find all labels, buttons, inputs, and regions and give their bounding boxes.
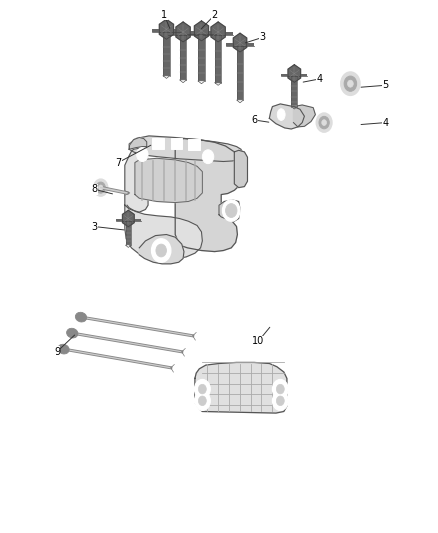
Ellipse shape [277,109,285,120]
Circle shape [202,150,214,164]
Circle shape [319,116,329,129]
Circle shape [276,384,284,394]
Polygon shape [219,200,240,221]
Polygon shape [195,362,287,413]
Polygon shape [211,22,225,42]
Circle shape [344,76,357,91]
Circle shape [272,379,288,399]
Polygon shape [135,158,202,203]
Circle shape [198,384,206,394]
Text: 6: 6 [251,115,257,125]
Circle shape [198,396,206,406]
Polygon shape [215,35,222,83]
Text: 1: 1 [161,10,167,20]
Polygon shape [176,22,190,42]
Polygon shape [125,148,148,212]
Bar [168,32,198,35]
Text: 7: 7 [115,158,121,167]
Circle shape [347,80,353,87]
Circle shape [96,182,105,193]
Polygon shape [233,33,247,52]
Text: 4: 4 [317,74,323,84]
Circle shape [322,120,326,125]
Polygon shape [126,221,131,245]
Circle shape [316,113,332,132]
Bar [187,31,216,34]
Circle shape [156,244,166,257]
Polygon shape [237,46,243,100]
Polygon shape [139,235,184,264]
Ellipse shape [67,328,78,338]
Polygon shape [163,33,170,76]
Text: 8: 8 [91,184,97,194]
Circle shape [341,72,360,95]
Polygon shape [159,19,173,39]
Text: 4: 4 [382,118,389,127]
Polygon shape [288,65,300,82]
Polygon shape [123,211,134,227]
Ellipse shape [58,344,69,354]
Polygon shape [291,76,297,107]
Polygon shape [194,21,208,41]
Bar [281,74,307,76]
Circle shape [137,148,148,161]
Circle shape [99,185,103,190]
Circle shape [223,200,240,221]
Polygon shape [125,205,202,260]
Circle shape [152,239,171,262]
Text: 9: 9 [54,347,60,357]
Polygon shape [180,35,187,80]
Circle shape [226,204,237,217]
Bar [171,138,182,149]
Ellipse shape [75,312,87,322]
Bar [152,138,164,149]
Bar [203,32,233,35]
Bar [188,139,200,150]
Polygon shape [175,139,244,252]
Circle shape [194,391,210,410]
Circle shape [194,379,210,399]
Polygon shape [293,105,315,127]
Polygon shape [269,104,304,129]
Text: 3: 3 [91,222,97,231]
Circle shape [272,391,288,410]
Bar [152,29,181,33]
Circle shape [94,179,108,196]
Circle shape [276,396,284,406]
Text: 5: 5 [382,80,389,90]
Polygon shape [234,150,247,188]
Bar [226,43,254,46]
Polygon shape [198,34,205,81]
Text: 3: 3 [260,33,266,42]
Bar [116,219,141,221]
Polygon shape [129,138,147,149]
Text: 2: 2 [212,10,218,20]
Polygon shape [129,136,243,161]
Text: 10: 10 [252,336,265,346]
